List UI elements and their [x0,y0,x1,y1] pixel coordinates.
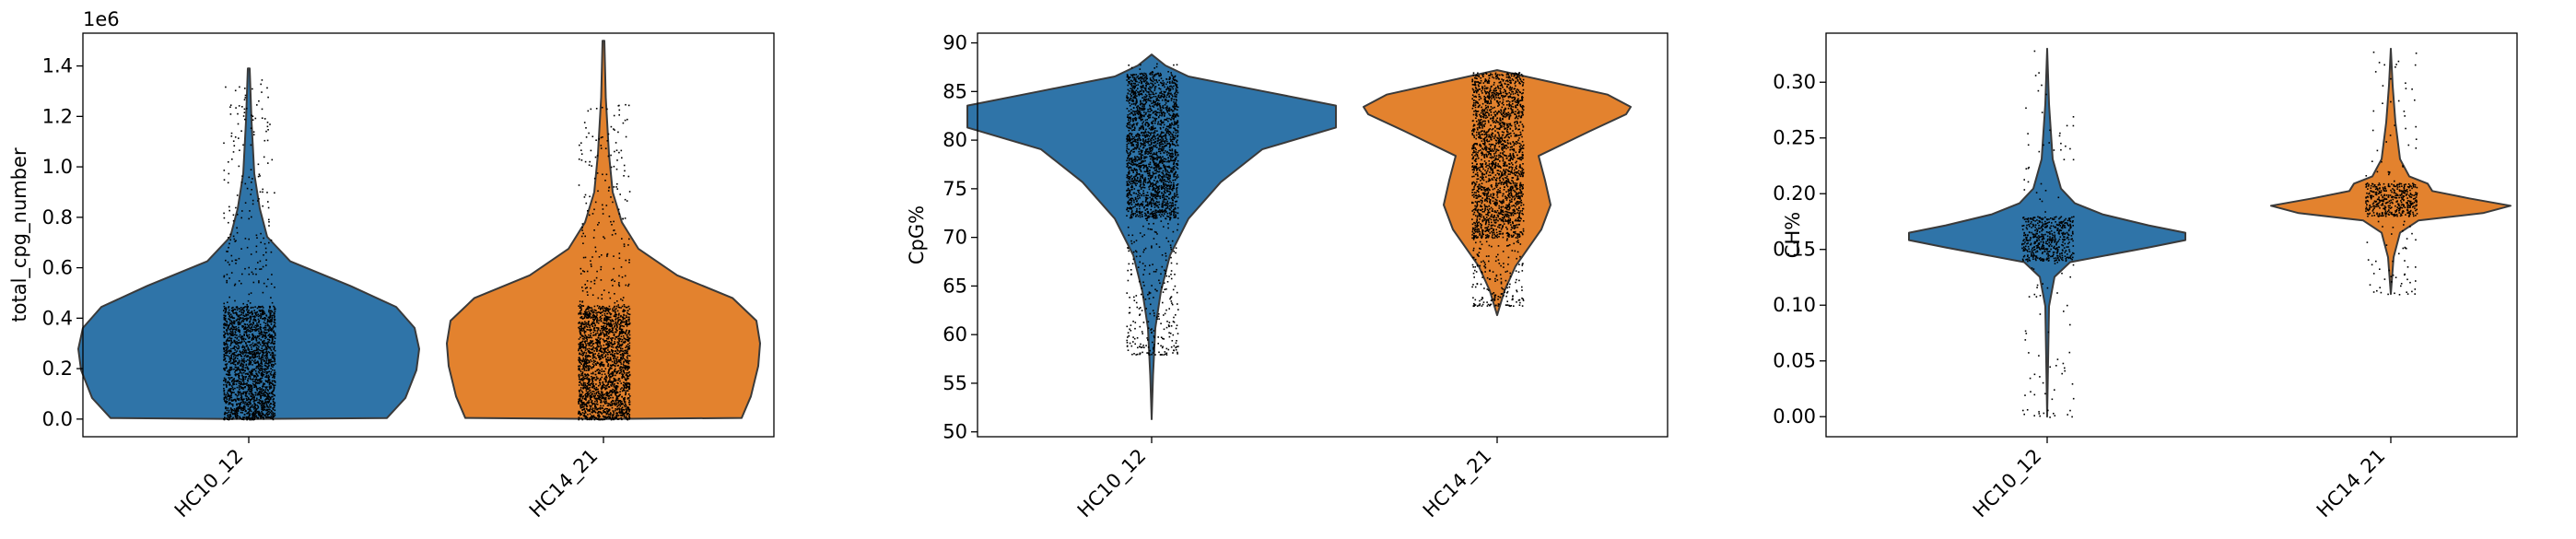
y-tick-label: 0.6 [42,257,73,279]
axes-frame [82,32,775,438]
x-tick-label: HC14_21 [2313,445,2390,522]
y-tick-label: 70 [943,227,967,249]
violin-hc14-21 [2270,47,2512,296]
x-tick-label: HC14_21 [525,445,603,522]
x-tick-label: HC10_12 [1969,445,2046,522]
panel-total-cpg-number: HC10_12 HC14_21 0.0 0.2 0.4 0.6 0.8 1.0 1.2 1.4 to… [8,8,775,522]
y-tick-label: 0.2 [42,357,73,380]
y-tick-label: 0.4 [42,307,73,329]
panel-ch-percent: HC10_12 HC14_21 0.00 0.05 0.10 0.15 0.20 0.25 0.… [1773,32,2518,522]
points-hc14-21 [578,103,631,421]
y-tick-label: 0.00 [1773,405,1816,428]
x-tick-label: HC10_12 [170,445,248,522]
axes-frame [1825,32,2518,438]
y-tick-label: 75 [943,178,967,200]
violin-hc10-12 [966,53,1337,420]
y-tick-label: 0.20 [1773,182,1816,205]
points-hc10-12 [2021,50,2075,418]
axes-frame [977,32,1669,438]
y-tick-label: 0.15 [1773,239,1816,261]
points-hc14-21 [2365,51,2418,296]
violin-hc14-21 [446,40,761,420]
y-tick-label: 0.10 [1773,294,1816,316]
y-tick-label: 0.05 [1773,350,1816,372]
y-axis-label: CpG% [906,205,928,264]
y-tick-label: 0.30 [1773,71,1816,93]
y-tick-label: 0.25 [1773,127,1816,149]
x-tick-label: HC14_21 [1419,445,1496,522]
y-tick-label: 50 [943,421,967,443]
y-tick-label: 1.0 [42,156,73,178]
axis-offset-label: 1e6 [83,8,120,30]
y-tick-label: 90 [943,32,967,54]
y-axis-label: total_cpg_number [8,147,31,322]
violin-hc10-12 [77,67,420,420]
y-tick-label: 55 [943,372,967,394]
points-hc14-21 [1471,72,1525,308]
y-tick-label: 1.2 [42,105,73,127]
y-tick-label: 65 [943,275,967,297]
points-hc10-12 [1126,63,1179,356]
points-hc10-12 [223,79,276,421]
y-tick-label: 0.0 [42,408,73,430]
panel-cpg-percent: HC10_12 HC14_21 50 55 60 65 70 75 80 85 90 CpG% [906,32,1669,522]
y-axis-label: CH% [1782,212,1804,258]
y-tick-label: 60 [943,323,967,346]
x-tick-label: HC10_12 [1073,445,1151,522]
y-tick-label: 1.4 [42,55,73,77]
y-tick-label: 80 [943,129,967,151]
y-tick-label: 85 [943,80,967,102]
y-tick-label: 0.8 [42,206,73,228]
